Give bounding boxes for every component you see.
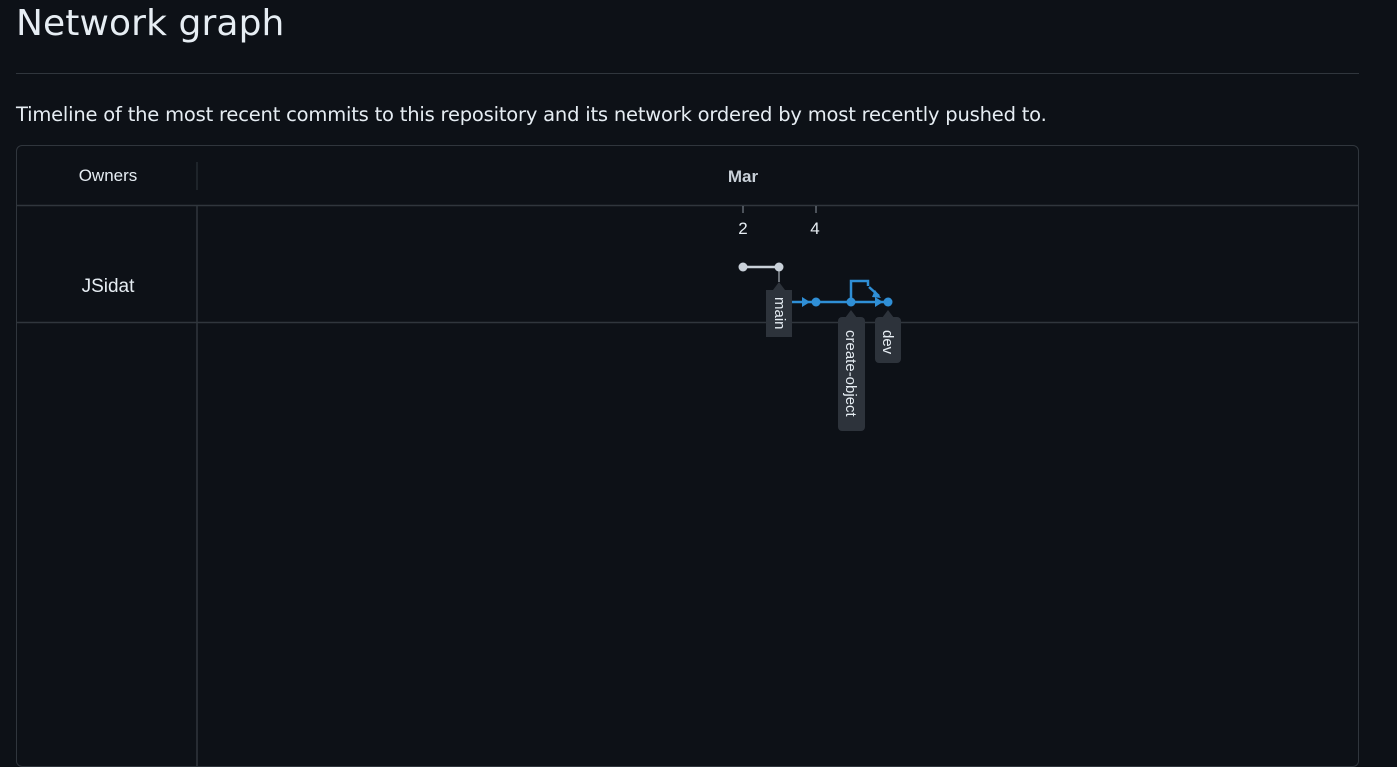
month-header: Mar bbox=[728, 167, 759, 186]
day-tick-label: 2 bbox=[738, 219, 747, 238]
arrow-head bbox=[872, 290, 881, 298]
day-tick-label: 4 bbox=[810, 219, 819, 238]
network-graph[interactable]: Owners Mar 2 4 JSidat main bbox=[16, 145, 1359, 767]
owner-name[interactable]: JSidat bbox=[82, 276, 136, 297]
arrow-head bbox=[875, 297, 883, 307]
arrow-head bbox=[802, 297, 810, 307]
commit-dot[interactable] bbox=[846, 297, 856, 307]
branch-label-text: create-object bbox=[842, 330, 859, 418]
branch-label-main[interactable]: main bbox=[766, 267, 792, 337]
commit-dot[interactable] bbox=[738, 262, 748, 272]
branch-label-dev[interactable]: dev bbox=[875, 310, 901, 363]
commit-dot[interactable] bbox=[811, 297, 821, 307]
branch-label-text: dev bbox=[879, 330, 896, 355]
page-title: Network graph bbox=[16, 3, 285, 44]
branch-label-text: main bbox=[771, 297, 788, 330]
title-divider bbox=[16, 73, 1359, 74]
branch-merge-line bbox=[849, 279, 870, 302]
page-description: Timeline of the most recent commits to t… bbox=[16, 103, 1047, 126]
owners-header: Owners bbox=[79, 166, 138, 185]
branch-label-create-object[interactable]: create-object bbox=[838, 310, 865, 431]
commit-dot[interactable] bbox=[883, 297, 893, 307]
network-graph-canvas[interactable]: Owners Mar 2 4 JSidat main bbox=[17, 146, 1358, 766]
